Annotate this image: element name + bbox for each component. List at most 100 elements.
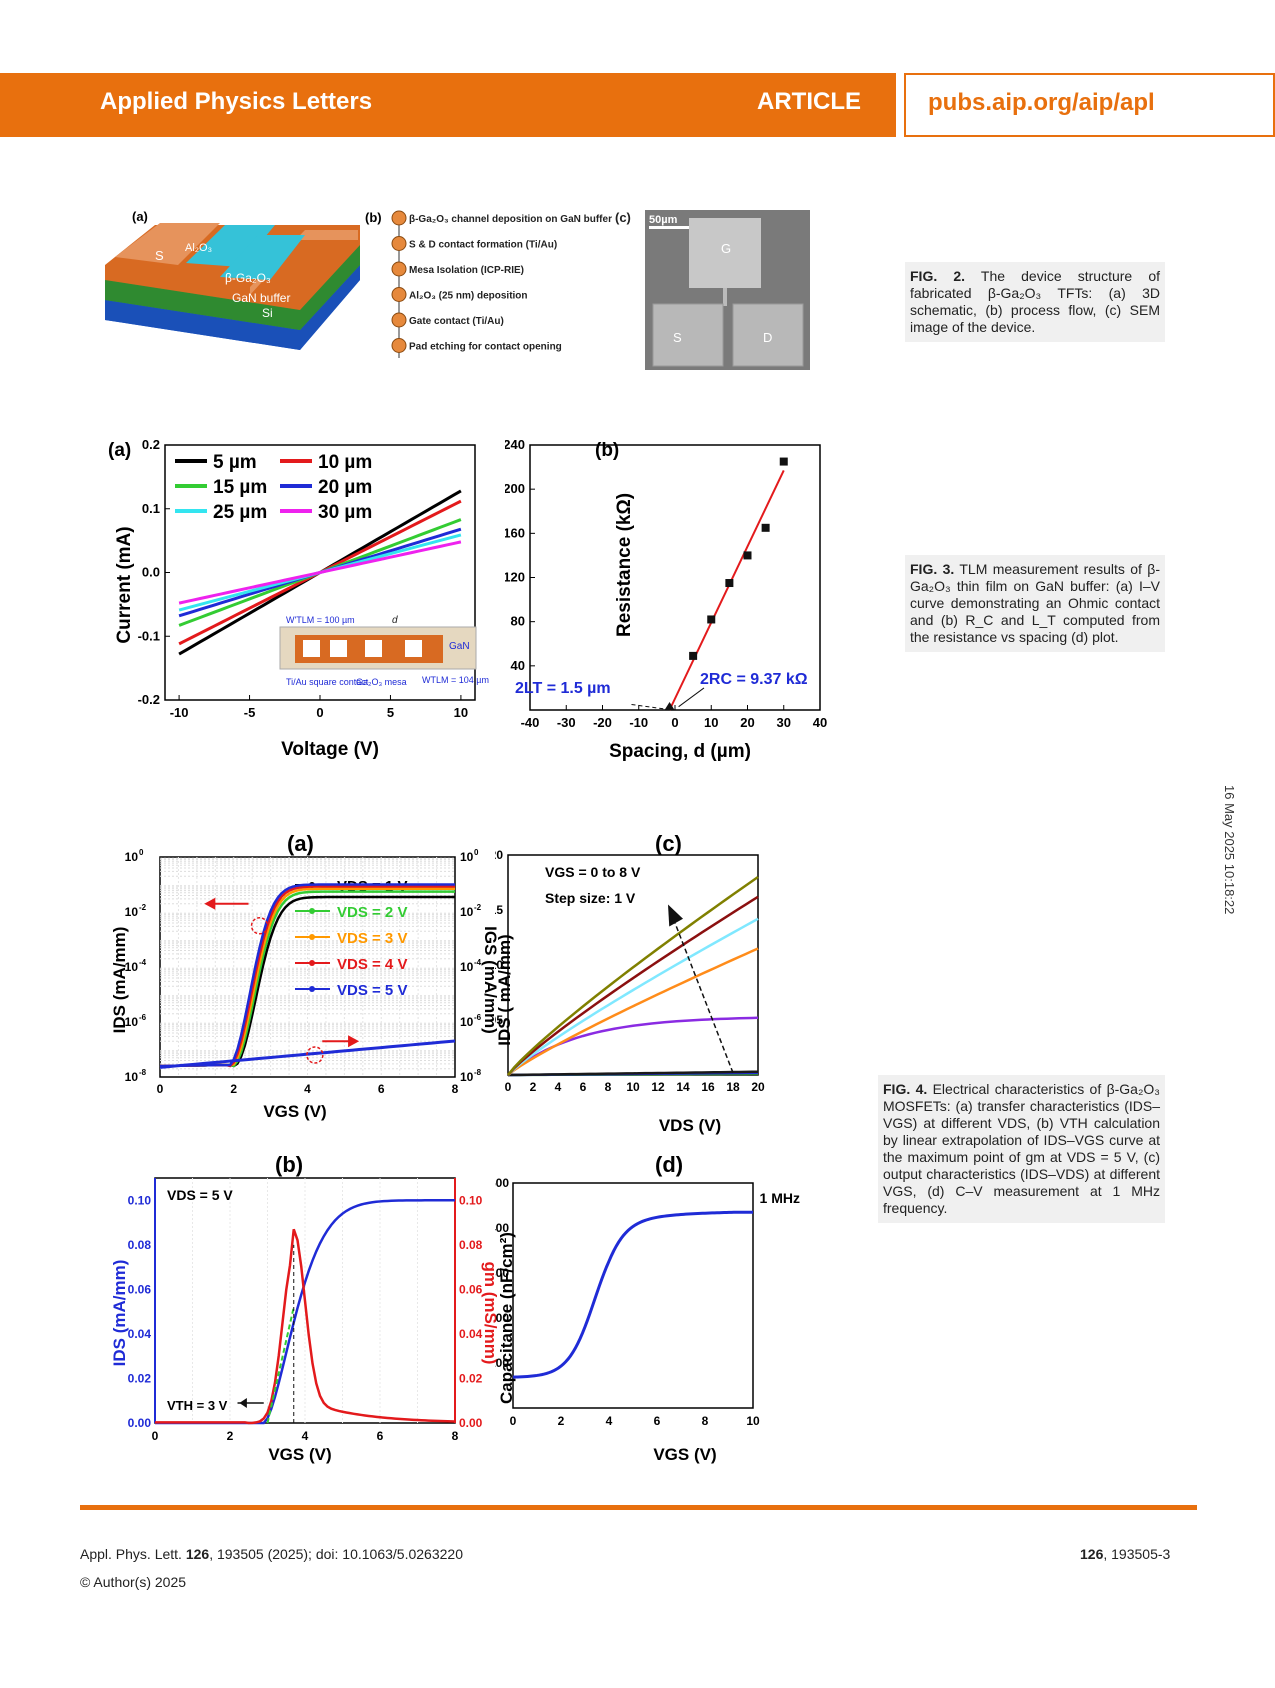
- fig4a-legend-label: VDS = 2 V: [337, 904, 407, 921]
- fig2a-gan-label: GaN buffer: [232, 291, 290, 305]
- fig3b-chart: (b) -40 -30 -20 -10 0 10 20 30 40 40 80 120 160 200 24…: [505, 437, 827, 762]
- fig3b-rc-pointer: [678, 687, 705, 708]
- y-tick-label: 0.10: [495, 958, 503, 972]
- y-tick-label: -0.1: [138, 628, 160, 643]
- fig4a-transfer-curve: [159, 883, 455, 1068]
- fig2a-ga2o3-label: β-Ga₂O₃: [225, 271, 271, 285]
- fig4b-vth-arrow-head: [239, 1397, 247, 1408]
- y-tick-exp: -8: [139, 1068, 147, 1077]
- fig4b-ann-vth: VTH = 3 V: [167, 1398, 228, 1413]
- y-tick-label: 0.1: [142, 501, 160, 516]
- y-tick-label: 120: [505, 570, 525, 585]
- y-tick-label: 0.00: [128, 1416, 152, 1430]
- y-tick-label: 0.06: [128, 1282, 152, 1296]
- fig3b-data-point: [689, 651, 698, 660]
- x-tick-label: 10: [454, 705, 468, 720]
- x-tick-label: 6: [378, 1082, 385, 1096]
- download-date: 16 May 2025 10:18:22: [1222, 785, 1237, 915]
- x-tick-label: -40: [521, 715, 540, 730]
- x-tick-label: 6: [377, 1429, 384, 1443]
- x-tick-label: 8: [605, 1080, 612, 1094]
- x-tick-label: 0: [157, 1082, 164, 1096]
- x-tick-label: 5: [387, 705, 394, 720]
- fig3a-legend-label: 10 µm: [318, 452, 372, 473]
- y-tick-exp: -2: [139, 903, 147, 912]
- y-tick-label: 400: [495, 1221, 509, 1235]
- fig4c-output-curve: [507, 1070, 759, 1077]
- x-tick-label: -30: [557, 715, 576, 730]
- y-tick-label: 10: [125, 960, 139, 974]
- fig4a-highlight-circle: [306, 1046, 324, 1064]
- fig3-caption-lead: FIG. 3.: [910, 561, 955, 577]
- fig4a-ylabel: IDS (mA/mm): [110, 927, 129, 1034]
- y-tick-label: 40: [511, 658, 525, 673]
- y-tick-label-right: 0.00: [459, 1416, 483, 1430]
- fig3b-data-point: [743, 551, 752, 560]
- fig4b-xlabel: VGS (V): [268, 1445, 331, 1464]
- x-tick-label: 4: [606, 1414, 613, 1428]
- x-tick-label: 2: [558, 1414, 565, 1428]
- fig4a-legend-label: VDS = 5 V: [337, 982, 407, 999]
- fig4b-chart: (b) 0 2 4 6 80.00 0.000.02 0.020.04 0.040.06 0.0…: [110, 1152, 500, 1464]
- y-tick-label: 0.08: [128, 1238, 152, 1252]
- y-tick-label: 0.10: [128, 1193, 152, 1207]
- x-tick-label: 0: [671, 715, 678, 730]
- fig3b-rc-annotation: 2RC = 9.37 kΩ: [700, 671, 808, 688]
- fig4a-legend-marker: [309, 986, 315, 992]
- fig3a-inset-w2: WTLM = 104 µm: [422, 675, 489, 685]
- journal-url-link[interactable]: pubs.aip.org/aip/apl: [928, 89, 1155, 116]
- fig3a-legend-label: 30 µm: [318, 502, 372, 523]
- footer-copyright: © Author(s) 2025: [80, 1574, 187, 1590]
- y-tick-exp: 0: [139, 848, 144, 857]
- y-tick-label: 0.20: [495, 848, 503, 862]
- fig3a-ylabel: Current (mA): [114, 526, 135, 643]
- fig2a-label: (a): [132, 209, 148, 224]
- fig4c-label: (c): [655, 831, 682, 856]
- x-tick-label: 4: [302, 1429, 309, 1443]
- y-tick-label-right: 10: [460, 1015, 474, 1029]
- fig4-caption-text: Electrical characteristics of β-Ga₂O₃ MO…: [883, 1081, 1160, 1216]
- fig2c-gate: G: [721, 241, 731, 256]
- flow-step-marker: [391, 261, 407, 277]
- fig3a-chart: (a) -10 -5 0 5 10 -0.2 -0.1 0.0 0.1 0.2 5 µm 10 µm 1…: [108, 437, 489, 760]
- flow-step-text: β-Ga₂O₃ channel deposition on GaN buffer: [409, 214, 612, 225]
- fig3a-inset-d: d: [392, 615, 398, 626]
- fig2c-label: (c): [615, 210, 631, 225]
- y-tick-exp-right: -6: [474, 1013, 482, 1022]
- fig4d-ylabel: Capacitance (nF/cm²): [497, 1232, 516, 1404]
- y-tick-label-right: 10: [460, 850, 474, 864]
- fig3b-xlabel: Spacing, d (µm): [609, 741, 751, 762]
- fig3-caption-text: TLM measurement results of β-Ga₂O₃ thin …: [910, 561, 1160, 645]
- fig3a-series-line: [178, 540, 462, 605]
- fig4d-label: (d): [655, 1152, 683, 1177]
- fig3a-inset-tiau: Ti/Au square contact: [286, 677, 369, 687]
- x-tick-label: 4: [555, 1080, 562, 1094]
- x-tick-label: 2: [530, 1080, 537, 1094]
- y-tick-label: 100: [495, 1356, 509, 1370]
- fig3a-legend-label: 15 µm: [213, 477, 267, 498]
- fig3a-legend-label: 20 µm: [318, 477, 372, 498]
- fig4c-output-curve: [507, 895, 759, 1076]
- footer-citation-doi[interactable]: , 193505 (2025); doi: 10.1063/5.0263220: [209, 1546, 463, 1562]
- y-tick-exp: -4: [139, 958, 147, 967]
- y-tick-label: -0.2: [138, 692, 160, 707]
- flow-step-marker: [391, 236, 407, 251]
- fig2-process-flow: (b) β-Ga₂O₃ channel deposition on GaN bu…: [365, 210, 612, 358]
- fig2a-drain-label: D: [288, 213, 297, 228]
- x-tick-label: 16: [701, 1080, 715, 1094]
- y-tick-label: 10: [125, 1015, 139, 1029]
- y-tick-exp-right: -2: [474, 903, 482, 912]
- flow-step-text: Gate contact (Ti/Au): [409, 316, 504, 327]
- url-box: [904, 73, 1275, 137]
- fig4a-legend-label: VDS = 4 V: [337, 956, 407, 973]
- x-tick-label: 18: [726, 1080, 740, 1094]
- fig2c-drain: D: [763, 330, 772, 345]
- fig2c-source: S: [673, 330, 682, 345]
- fig3a-inset-gan: GaN: [449, 641, 470, 652]
- fig2a-gate-label: G: [192, 210, 202, 225]
- x-tick-label: 30: [777, 715, 791, 730]
- fig2-schematic: (a) S G D Al₂O₃ β-Ga₂O₃ GaN buffer Si: [105, 209, 360, 350]
- journal-banner: [0, 73, 896, 137]
- x-tick-label: -10: [629, 715, 648, 730]
- x-tick-label: 14: [676, 1080, 690, 1094]
